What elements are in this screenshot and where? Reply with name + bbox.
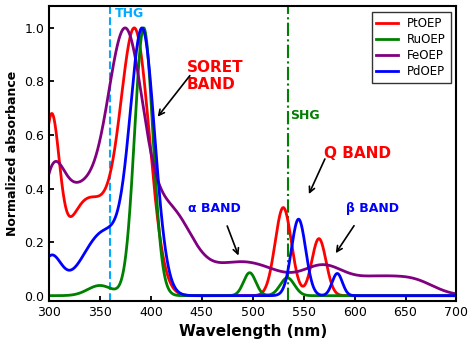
Text: THG: THG — [115, 7, 145, 20]
PdOEP — [117, 199, 122, 204]
Line: PdOEP: PdOEP — [49, 28, 456, 296]
PdOEP — [446, 294, 451, 298]
RuOEP — [220, 294, 226, 298]
PtOEP — [220, 294, 226, 298]
FeOEP — [46, 171, 52, 176]
FeOEP — [122, 26, 128, 30]
PdOEP — [220, 294, 226, 298]
PtOEP — [402, 294, 408, 298]
PtOEP — [454, 294, 459, 298]
PtOEP — [202, 294, 208, 298]
RuOEP — [46, 294, 52, 298]
PtOEP — [117, 110, 122, 114]
PtOEP — [131, 26, 137, 30]
RuOEP — [446, 294, 451, 298]
PtOEP — [446, 294, 451, 298]
Legend: PtOEP, RuOEP, FeOEP, PdOEP: PtOEP, RuOEP, FeOEP, PdOEP — [372, 12, 451, 83]
PdOEP — [139, 26, 145, 30]
PtOEP — [46, 120, 52, 125]
X-axis label: Wavelength (nm): Wavelength (nm) — [179, 324, 327, 339]
Text: α BAND: α BAND — [188, 202, 240, 215]
PdOEP — [454, 294, 459, 298]
RuOEP — [454, 294, 459, 298]
Y-axis label: Normalized absorbance: Normalized absorbance — [6, 71, 18, 236]
RuOEP — [92, 284, 98, 288]
Text: SHG: SHG — [291, 109, 320, 122]
Line: RuOEP: RuOEP — [49, 28, 456, 296]
FeOEP — [220, 260, 226, 265]
PdOEP — [202, 294, 208, 298]
RuOEP — [141, 26, 146, 30]
Line: PtOEP: PtOEP — [49, 28, 456, 296]
FeOEP — [202, 254, 208, 258]
RuOEP — [402, 294, 408, 298]
FeOEP — [402, 275, 408, 279]
PdOEP — [92, 235, 98, 239]
RuOEP — [202, 294, 208, 298]
Text: Q BAND: Q BAND — [324, 146, 391, 161]
Line: FeOEP: FeOEP — [49, 28, 456, 294]
PtOEP — [92, 195, 98, 199]
Text: β BAND: β BAND — [346, 202, 400, 215]
Text: SORET
BAND: SORET BAND — [186, 60, 243, 92]
FeOEP — [117, 35, 122, 39]
PdOEP — [402, 294, 408, 298]
RuOEP — [117, 282, 122, 286]
FeOEP — [446, 290, 451, 294]
FeOEP — [92, 155, 98, 159]
FeOEP — [454, 292, 459, 296]
PdOEP — [46, 255, 52, 259]
